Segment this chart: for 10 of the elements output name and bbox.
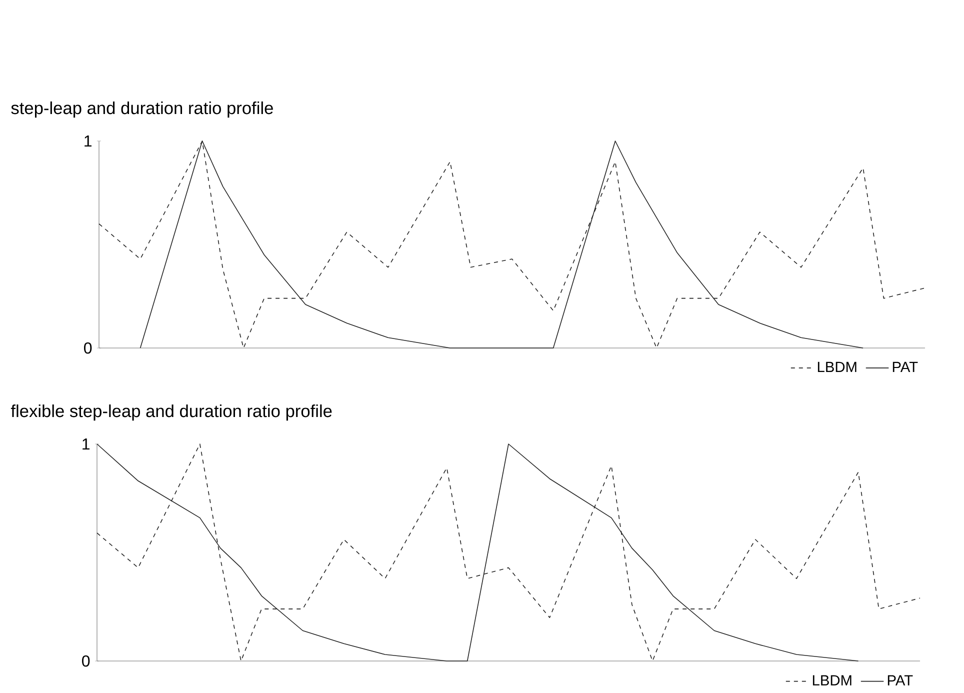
- y-tick-label: 1: [82, 438, 90, 450]
- legend-label: PAT: [892, 362, 918, 372]
- chart-title: flexible step-leap and duration ratio profile: [10, 404, 332, 421]
- y-tick-label: 0: [82, 655, 90, 667]
- legend-label: PAT: [888, 675, 913, 686]
- y-tick-label: 1: [84, 136, 92, 147]
- legend-label: LBDM: [812, 675, 852, 686]
- legend-label: LBDM: [818, 362, 856, 372]
- y-tick-label: 0: [84, 342, 92, 354]
- chart-title: step-leap and duration ratio profile: [11, 101, 273, 118]
